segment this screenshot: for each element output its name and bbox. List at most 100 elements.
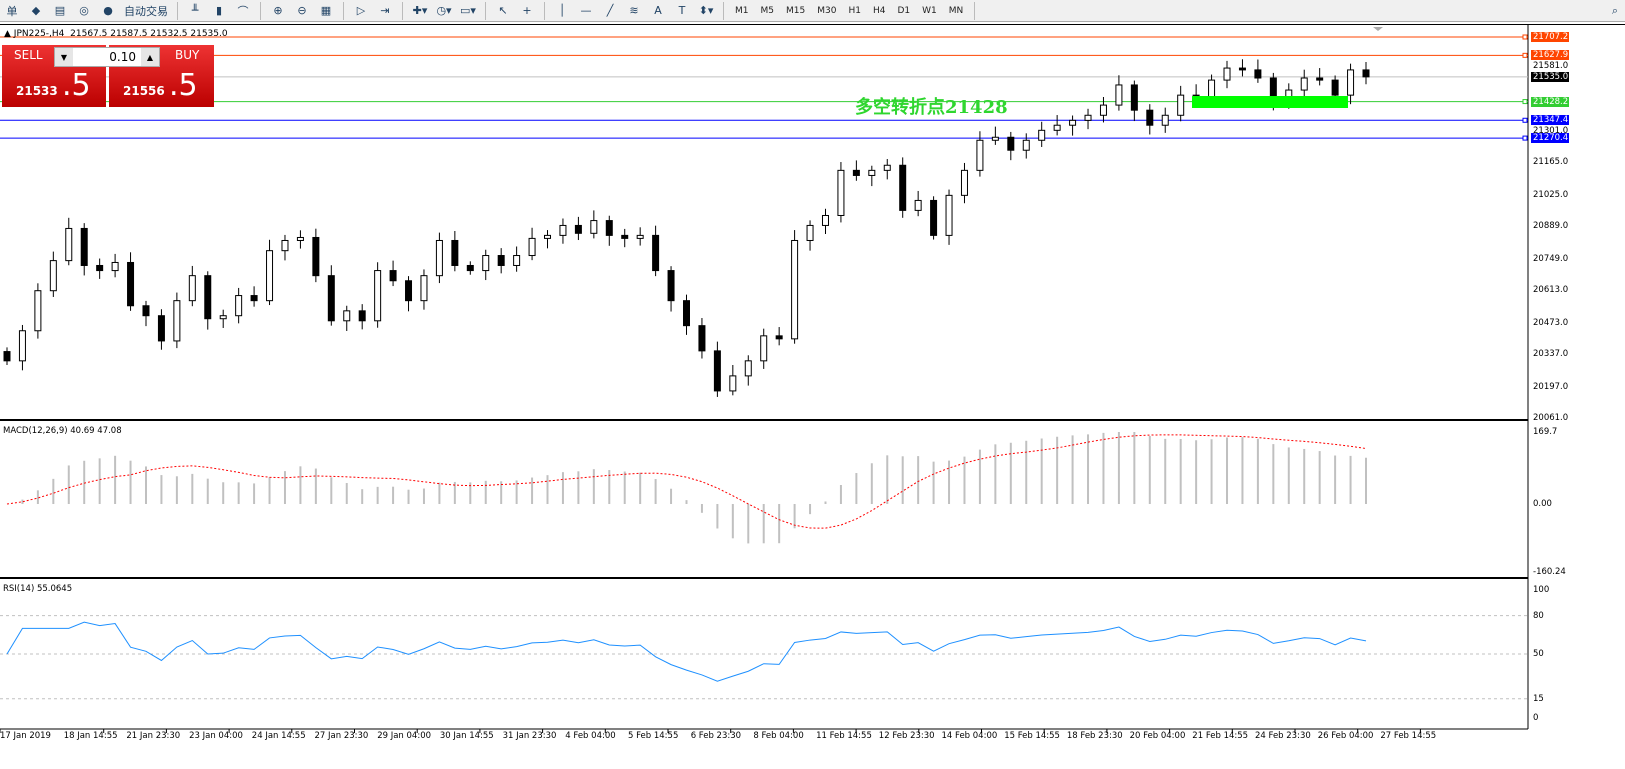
lot-increase-button[interactable]: ▲ bbox=[141, 48, 159, 66]
ohlc-values: 21567.5 21587.5 21532.5 21535.0 bbox=[70, 29, 228, 39]
bull-candle bbox=[235, 295, 243, 317]
auto-trading-button[interactable]: 自动交易 bbox=[124, 4, 168, 18]
bull-candle bbox=[868, 169, 876, 176]
fibo-icon[interactable]: ≋ bbox=[629, 4, 639, 17]
bull-candle bbox=[976, 139, 984, 171]
bear-candle bbox=[204, 275, 212, 320]
cursor-icon[interactable]: ↖ bbox=[498, 4, 508, 17]
timeframe-W1[interactable]: W1 bbox=[922, 5, 937, 16]
macd-signal-line bbox=[6, 434, 1367, 529]
time-axis-label: 26 Feb 04:00 bbox=[1317, 731, 1374, 741]
bull-candle bbox=[914, 199, 922, 211]
timeframe-H1[interactable]: H1 bbox=[848, 5, 861, 16]
one-click-trading-panel: SELL 21533 .5 BUY 21556 .5 ▼ 0.10 ▲ bbox=[2, 45, 214, 107]
text-icon[interactable]: A bbox=[654, 4, 662, 17]
lot-input[interactable]: 0.10 bbox=[109, 50, 136, 64]
vline-icon[interactable]: │ bbox=[558, 4, 566, 17]
bear-candle bbox=[1362, 69, 1370, 78]
price-axis-label: 21581.0 bbox=[1533, 61, 1569, 72]
autotrade-icon[interactable]: ● bbox=[103, 4, 113, 17]
timeframe-M30[interactable]: M30 bbox=[817, 5, 837, 16]
chart-shift-icon[interactable]: ⇥ bbox=[380, 4, 390, 17]
arrows-icon[interactable]: ⬍▾ bbox=[698, 4, 714, 17]
timeframe-M1[interactable]: M1 bbox=[735, 5, 749, 16]
bear-candle bbox=[1130, 84, 1138, 111]
time-axis-label: 12 Feb 23:30 bbox=[878, 731, 935, 741]
time-axis-label: 21 Jan 23:30 bbox=[126, 731, 181, 741]
template-icon[interactable]: ▭▾ bbox=[460, 4, 476, 17]
bear-candle bbox=[127, 261, 135, 307]
price-axis-label: 21165.0 bbox=[1533, 157, 1569, 168]
bear-candle bbox=[405, 280, 413, 302]
timeframe-D1[interactable]: D1 bbox=[897, 5, 911, 16]
bear-candle bbox=[1238, 67, 1246, 71]
bear-candle bbox=[621, 234, 629, 239]
bull-candle bbox=[590, 220, 598, 234]
hline-icon[interactable]: — bbox=[580, 4, 592, 17]
bear-candle bbox=[1146, 109, 1154, 126]
sell-price: 21533 .5 bbox=[16, 68, 91, 103]
crosshair-icon[interactable]: + bbox=[522, 4, 532, 17]
bar-chart-icon[interactable]: ╨ bbox=[191, 4, 199, 17]
folder-icon[interactable]: ◆ bbox=[31, 4, 41, 17]
buy-price: 21556 .5 bbox=[123, 68, 198, 103]
menu-fragment[interactable]: 单 bbox=[6, 4, 18, 18]
bull-candle bbox=[1022, 139, 1030, 151]
price-tag: 21270.4 bbox=[1531, 133, 1569, 144]
bear-candle bbox=[1316, 77, 1324, 81]
candle-chart-icon[interactable]: ▮ bbox=[215, 4, 223, 17]
toolbar-separator bbox=[402, 1, 403, 20]
bear-candle bbox=[652, 234, 660, 272]
time-axis-label: 11 Feb 14:55 bbox=[816, 731, 872, 741]
trendline-icon[interactable]: ╱ bbox=[606, 4, 614, 17]
timeframe-M5[interactable]: M5 bbox=[760, 5, 775, 16]
line-chart-icon[interactable]: ⌒ bbox=[237, 4, 249, 18]
time-axis-label: 27 Feb 14:55 bbox=[1380, 731, 1437, 741]
bull-candle bbox=[544, 234, 552, 239]
timeframe-H4[interactable]: H4 bbox=[872, 5, 886, 16]
lot-size-stepper[interactable]: ▼ 0.10 ▲ bbox=[54, 47, 160, 67]
bear-candle bbox=[250, 295, 258, 302]
zoom-out-icon[interactable]: ⊖ bbox=[297, 4, 307, 17]
price-tag: 21428.2 bbox=[1531, 96, 1569, 107]
tile-icon[interactable]: ▦ bbox=[320, 4, 332, 17]
time-axis-label: 5 Feb 14:55 bbox=[628, 731, 679, 741]
bull-candle bbox=[806, 224, 814, 241]
bear-candle bbox=[142, 305, 150, 317]
terminal-icon[interactable]: ▤ bbox=[54, 4, 66, 17]
zoom-in-icon[interactable]: ⊕ bbox=[273, 4, 283, 17]
bear-candle bbox=[852, 169, 860, 176]
bull-candle bbox=[343, 310, 351, 322]
time-axis-label: 24 Jan 14:55 bbox=[251, 731, 306, 741]
price-axis-label: 20337.0 bbox=[1533, 349, 1569, 360]
rsi-axis-label: 80 bbox=[1533, 610, 1544, 621]
rsi-axis-label: 0 bbox=[1533, 713, 1539, 723]
new-indicator-icon[interactable]: ✚▾ bbox=[412, 4, 428, 17]
timeframe-M15[interactable]: M15 bbox=[786, 5, 806, 16]
bull-candle bbox=[1347, 69, 1355, 96]
time-axis-label: 4 Feb 04:00 bbox=[565, 731, 616, 741]
bull-candle bbox=[173, 300, 181, 342]
buy-label: BUY bbox=[175, 48, 200, 62]
buy-button[interactable]: BUY 21556 .5 bbox=[109, 45, 214, 107]
time-axis-label: 31 Jan 23:30 bbox=[502, 731, 557, 741]
bull-candle bbox=[528, 237, 536, 257]
bear-candle bbox=[466, 264, 474, 272]
bear-candle bbox=[667, 270, 675, 302]
lot-decrease-button[interactable]: ▼ bbox=[55, 48, 73, 66]
bull-candle bbox=[729, 375, 737, 392]
time-axis-label: 23 Jan 04:00 bbox=[189, 731, 243, 741]
pivot-annotation: 多空转折点21428 bbox=[855, 97, 1008, 118]
bull-candle bbox=[1038, 129, 1046, 141]
period-icon[interactable]: ◷▾ bbox=[436, 4, 452, 17]
chart-window[interactable] bbox=[0, 24, 1625, 746]
autoscroll-icon[interactable]: ▷ bbox=[356, 4, 366, 17]
timeframe-MN[interactable]: MN bbox=[948, 5, 964, 16]
time-axis-label: 27 Jan 23:30 bbox=[314, 731, 369, 741]
level-handle bbox=[1522, 52, 1528, 58]
label-icon[interactable]: T bbox=[678, 4, 686, 17]
search-icon[interactable]: ⌕ bbox=[1611, 3, 1619, 17]
signal-icon[interactable]: ◎ bbox=[79, 4, 89, 17]
bull-candle bbox=[760, 335, 768, 362]
